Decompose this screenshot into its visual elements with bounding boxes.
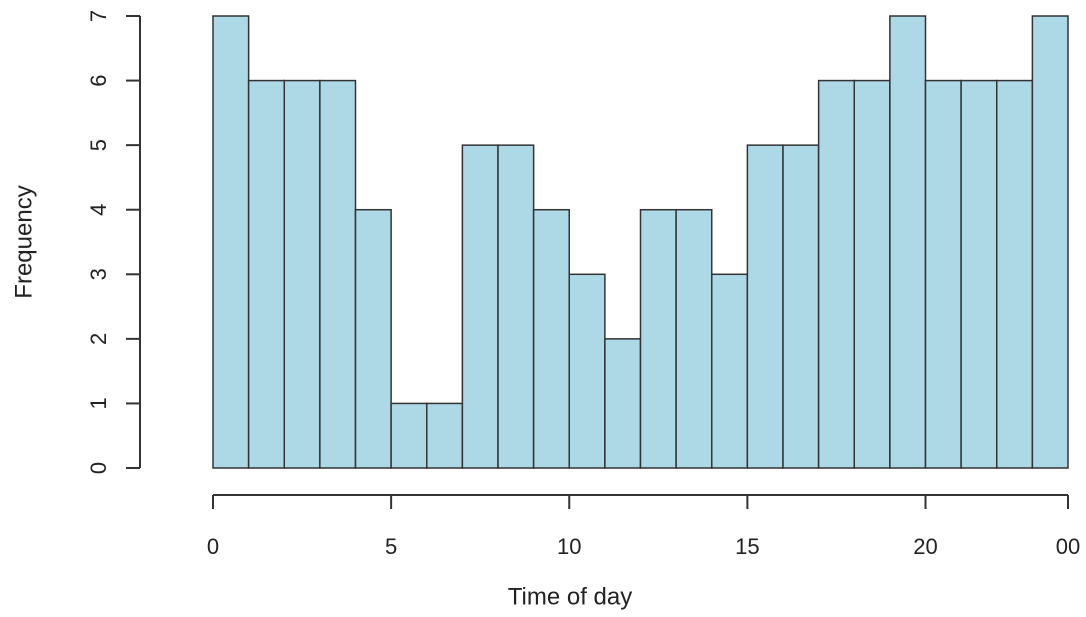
- bar: [568, 273, 606, 469]
- bar: [390, 402, 428, 469]
- bar: [960, 79, 998, 469]
- bar: [996, 79, 1034, 469]
- bar: [853, 79, 891, 469]
- x-tick-label: 15: [735, 534, 759, 559]
- bar: [817, 79, 855, 469]
- x-tick-label: 5: [385, 534, 397, 559]
- x-tick-label: 20: [913, 534, 937, 559]
- bar: [319, 79, 357, 469]
- bar: [212, 15, 250, 469]
- y-tick-label: 6: [86, 74, 111, 86]
- bar: [283, 79, 321, 469]
- bar: [639, 208, 677, 469]
- bar: [1031, 15, 1069, 469]
- bar: [532, 208, 570, 469]
- y-tick-label: 2: [86, 333, 111, 345]
- bar: [426, 402, 464, 469]
- x-tick-label: 00: [1056, 534, 1080, 559]
- y-tick-label: 7: [86, 10, 111, 22]
- y-tick-label: 1: [86, 397, 111, 409]
- bar: [746, 144, 784, 469]
- bar: [782, 144, 820, 469]
- x-axis-label: Time of day: [508, 583, 633, 610]
- y-tick-label: 5: [86, 139, 111, 151]
- bar: [604, 338, 642, 469]
- bar: [497, 144, 535, 469]
- bar: [461, 144, 499, 469]
- y-tick-label: 0: [86, 462, 111, 474]
- y-tick-label: 3: [86, 268, 111, 280]
- bar: [247, 79, 285, 469]
- y-tick-label: 4: [86, 204, 111, 216]
- bar: [889, 15, 927, 469]
- bar: [354, 208, 392, 469]
- y-axis-label: Frequency: [10, 185, 37, 298]
- x-tick-label: 0: [207, 534, 219, 559]
- x-tick-label: 10: [557, 534, 581, 559]
- bar: [711, 273, 749, 469]
- bar: [924, 79, 962, 469]
- bar: [675, 208, 713, 469]
